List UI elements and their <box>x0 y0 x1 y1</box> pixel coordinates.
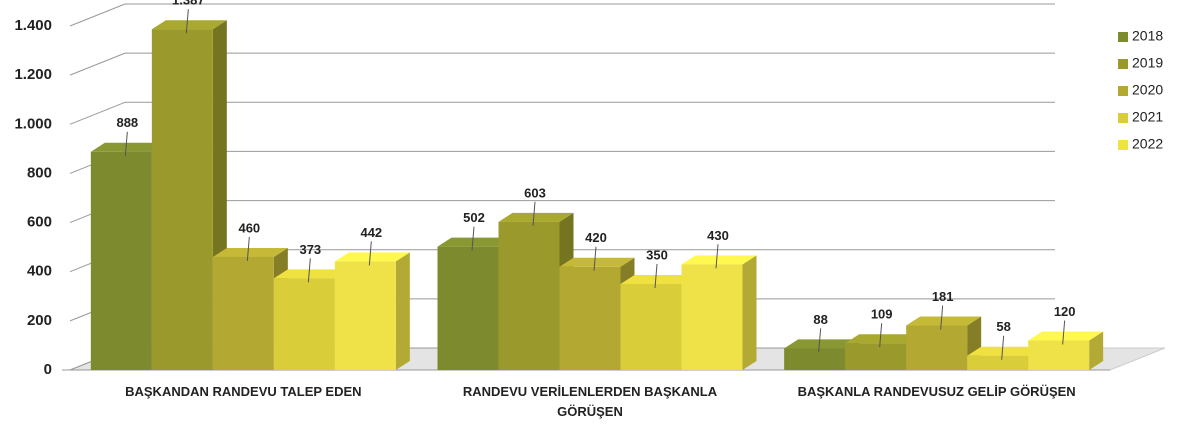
bar-top <box>845 334 921 344</box>
legend-swatch <box>1118 32 1128 42</box>
value-label: 1.387 <box>172 0 205 8</box>
leader-line <box>124 131 128 156</box>
bar-front <box>967 355 1029 370</box>
y-tick-label: 0 <box>44 361 52 378</box>
y-tick-label: 400 <box>27 263 52 280</box>
value-label: 888 <box>116 115 138 130</box>
y-tick-label: 800 <box>27 164 52 181</box>
bar-top <box>334 252 410 262</box>
bar-top <box>498 212 574 222</box>
value-label: 181 <box>932 289 954 304</box>
bar <box>1028 331 1104 370</box>
leader-line <box>532 201 536 226</box>
legend-label: 2022 <box>1132 136 1163 152</box>
bar-top <box>681 255 757 265</box>
bar-top <box>437 237 513 247</box>
value-label: 373 <box>299 242 321 257</box>
value-label: 603 <box>524 185 546 200</box>
value-label: 460 <box>238 220 260 235</box>
bar-top <box>784 339 860 349</box>
value-label: 420 <box>585 230 607 245</box>
bar-front <box>620 284 682 370</box>
legend-label: 2021 <box>1132 109 1163 125</box>
legend-swatch <box>1118 113 1128 123</box>
bar <box>334 252 410 370</box>
bar-front <box>212 256 274 370</box>
leader-line <box>246 236 250 262</box>
y-tick-label: 1.000 <box>14 115 52 132</box>
legend-label: 2020 <box>1132 82 1163 98</box>
legend-label: 2018 <box>1132 28 1163 44</box>
leader-line <box>1001 335 1005 360</box>
bar-front <box>498 221 560 370</box>
leader-line <box>185 9 189 34</box>
value-label: 58 <box>996 319 1010 334</box>
bar-top <box>212 247 288 257</box>
value-label: 442 <box>360 225 382 240</box>
y-tick-label: 1.200 <box>14 66 52 83</box>
legend-label: 2019 <box>1132 55 1163 71</box>
bar-top <box>1028 331 1104 341</box>
bar-front <box>273 278 335 370</box>
value-label: 109 <box>871 307 893 322</box>
leader-line <box>368 241 372 266</box>
leader-line <box>654 263 658 289</box>
grid-line <box>69 3 126 27</box>
value-label: 120 <box>1054 304 1076 319</box>
grid-line <box>69 52 126 76</box>
x-tick-label: BAŞKANDAN RANDEVU TALEP EDEN <box>125 384 362 399</box>
legend-swatch <box>1118 59 1128 69</box>
bar-front <box>334 261 396 370</box>
y-tick-label: 200 <box>27 312 52 329</box>
leader-line <box>940 305 944 330</box>
bar-side <box>742 255 757 370</box>
x-tick-label: RANDEVU VERİLENLERDEN BAŞKANLA GÖRÜŞEN <box>462 384 718 419</box>
legend-swatch <box>1118 86 1128 96</box>
value-label: 430 <box>707 228 729 243</box>
x-tick-label: BAŞKANLA RANDEVUSUZ GELİP GÖRÜŞEN <box>797 384 1076 399</box>
bar-top <box>906 316 982 326</box>
bar-front <box>90 151 152 370</box>
leader-line <box>1062 320 1066 345</box>
value-label: 88 <box>813 312 827 327</box>
bar-front <box>151 29 213 371</box>
bar-side <box>1089 331 1104 370</box>
y-tick-label: 600 <box>27 214 52 231</box>
leader-line <box>879 323 883 348</box>
leader-line <box>818 328 822 353</box>
value-label: 502 <box>463 210 485 225</box>
grid-line <box>69 101 126 125</box>
bar-top <box>90 142 166 152</box>
bar-front <box>681 264 743 370</box>
bar-top <box>151 20 227 30</box>
bar-front <box>559 266 621 370</box>
bar-front <box>437 246 499 370</box>
bar-front <box>1028 340 1090 370</box>
bar <box>681 255 757 370</box>
bar-top <box>620 275 696 284</box>
bar-top <box>559 257 635 267</box>
leader-line <box>307 258 311 283</box>
bar-front <box>784 348 846 370</box>
bar-front <box>906 325 968 370</box>
leader-line <box>593 246 597 271</box>
bar-top <box>967 346 1043 356</box>
leader-line <box>715 244 719 269</box>
y-tick-label: 1.400 <box>14 17 52 34</box>
bar-top <box>273 269 349 279</box>
value-label: 350 <box>646 247 668 262</box>
bar-side <box>395 252 410 370</box>
legend-swatch <box>1118 140 1128 150</box>
bar-front <box>845 343 907 370</box>
leader-line <box>471 226 475 251</box>
